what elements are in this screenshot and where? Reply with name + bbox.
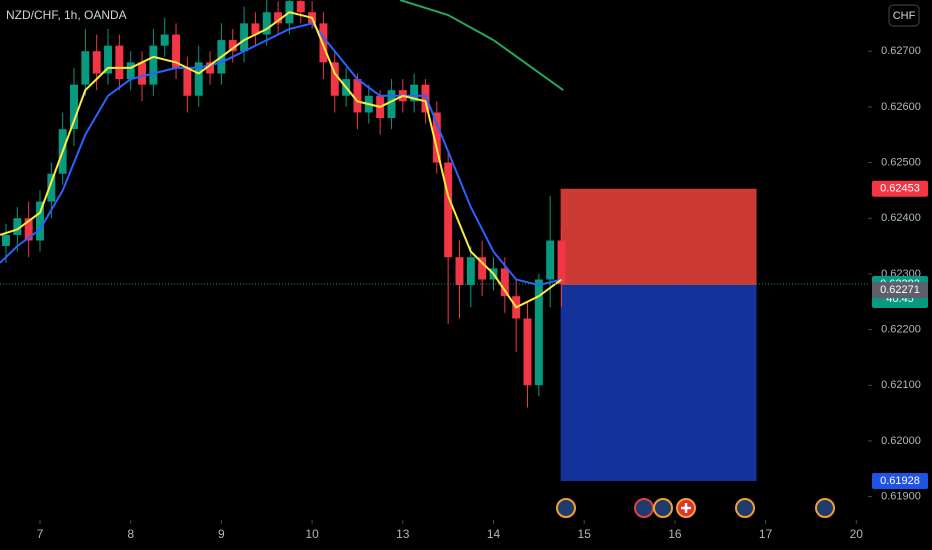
candle-body	[126, 62, 135, 80]
candle-body	[557, 240, 566, 284]
candle-body	[138, 62, 147, 85]
candle-body	[466, 257, 475, 286]
y-tick-label: 0.62400	[881, 212, 921, 224]
currency-button-label[interactable]: CHF	[893, 10, 916, 22]
moving-average	[0, 22, 562, 287]
y-tick-label: 0.62000	[881, 435, 921, 447]
price-badge-label: 0.62453	[880, 183, 920, 195]
candle-body	[523, 318, 532, 386]
y-tick-label: 0.62500	[881, 156, 921, 168]
candle-body	[500, 268, 509, 297]
candle-body	[296, 1, 305, 13]
candle-body	[194, 62, 203, 96]
candle-body	[104, 45, 112, 74]
currency-button[interactable]	[888, 4, 920, 27]
plot-area	[0, 0, 868, 482]
candle-body	[330, 62, 339, 96]
candle-body	[319, 23, 328, 63]
candle-body	[387, 90, 396, 119]
target-zone	[560, 285, 757, 482]
chart-title: NZD/CHF, 1h, OANDA	[6, 8, 127, 22]
x-tick-label: 17	[759, 527, 773, 541]
candle-body	[206, 62, 215, 74]
stop-zone	[560, 188, 757, 286]
x-tick-label: 14	[487, 527, 501, 541]
event-icon[interactable]	[815, 498, 835, 518]
candle-body	[70, 84, 78, 130]
event-icon[interactable]	[634, 498, 654, 518]
candle-body	[444, 162, 453, 258]
y-tick-label: 0.62100	[881, 379, 921, 391]
candle-body	[13, 218, 22, 235]
candle-body	[274, 12, 283, 24]
x-tick-label: 20	[850, 527, 864, 541]
y-tick-label: 0.62200	[881, 323, 921, 335]
x-tick-label: 10	[305, 527, 319, 541]
x-tick-label: 13	[396, 527, 410, 541]
candle-body	[240, 23, 249, 52]
event-icon-cross	[681, 503, 691, 513]
candle-body	[183, 67, 192, 96]
candle-body	[47, 173, 56, 202]
candle-body	[172, 34, 181, 68]
candle-body	[160, 34, 169, 46]
y-tick-label: 0.62700	[881, 45, 921, 57]
price-badge	[872, 180, 928, 197]
x-tick-label: 8	[127, 527, 134, 541]
y-tick-label: 0.61900	[881, 491, 921, 503]
x-tick-label: 15	[578, 527, 592, 541]
moving-average	[399, 0, 564, 92]
moving-average	[0, 11, 563, 309]
candle-body	[410, 84, 419, 102]
y-tick-label: 0.62600	[881, 101, 921, 113]
candle-body	[534, 279, 543, 386]
price-badge	[872, 282, 928, 299]
event-icons	[556, 498, 835, 518]
candle-body	[149, 45, 158, 85]
candle-body	[228, 40, 237, 52]
candle-body	[251, 23, 260, 35]
event-icon[interactable]	[735, 498, 755, 518]
x-tick-label: 7	[37, 527, 44, 541]
candle-body	[92, 51, 101, 74]
x-tick-label: 9	[218, 527, 225, 541]
event-icon[interactable]	[556, 498, 576, 518]
candle-body	[353, 79, 362, 113]
candle-body	[24, 218, 33, 241]
candle-body	[478, 257, 487, 280]
price-badge	[872, 473, 928, 490]
candle-body	[2, 234, 10, 247]
candle-body	[546, 240, 555, 280]
x-tick-label: 16	[668, 527, 682, 541]
price-badge-label: 0.62271	[880, 284, 920, 296]
candle-body	[262, 12, 271, 35]
candle-body	[432, 112, 441, 163]
candle-body	[81, 51, 90, 85]
price-badge-label: 0.61928	[880, 475, 920, 487]
candle-body	[455, 257, 464, 286]
candle-body	[421, 84, 430, 113]
candle-body	[36, 201, 44, 241]
candle-body	[115, 45, 124, 80]
event-icon[interactable]	[653, 498, 673, 518]
